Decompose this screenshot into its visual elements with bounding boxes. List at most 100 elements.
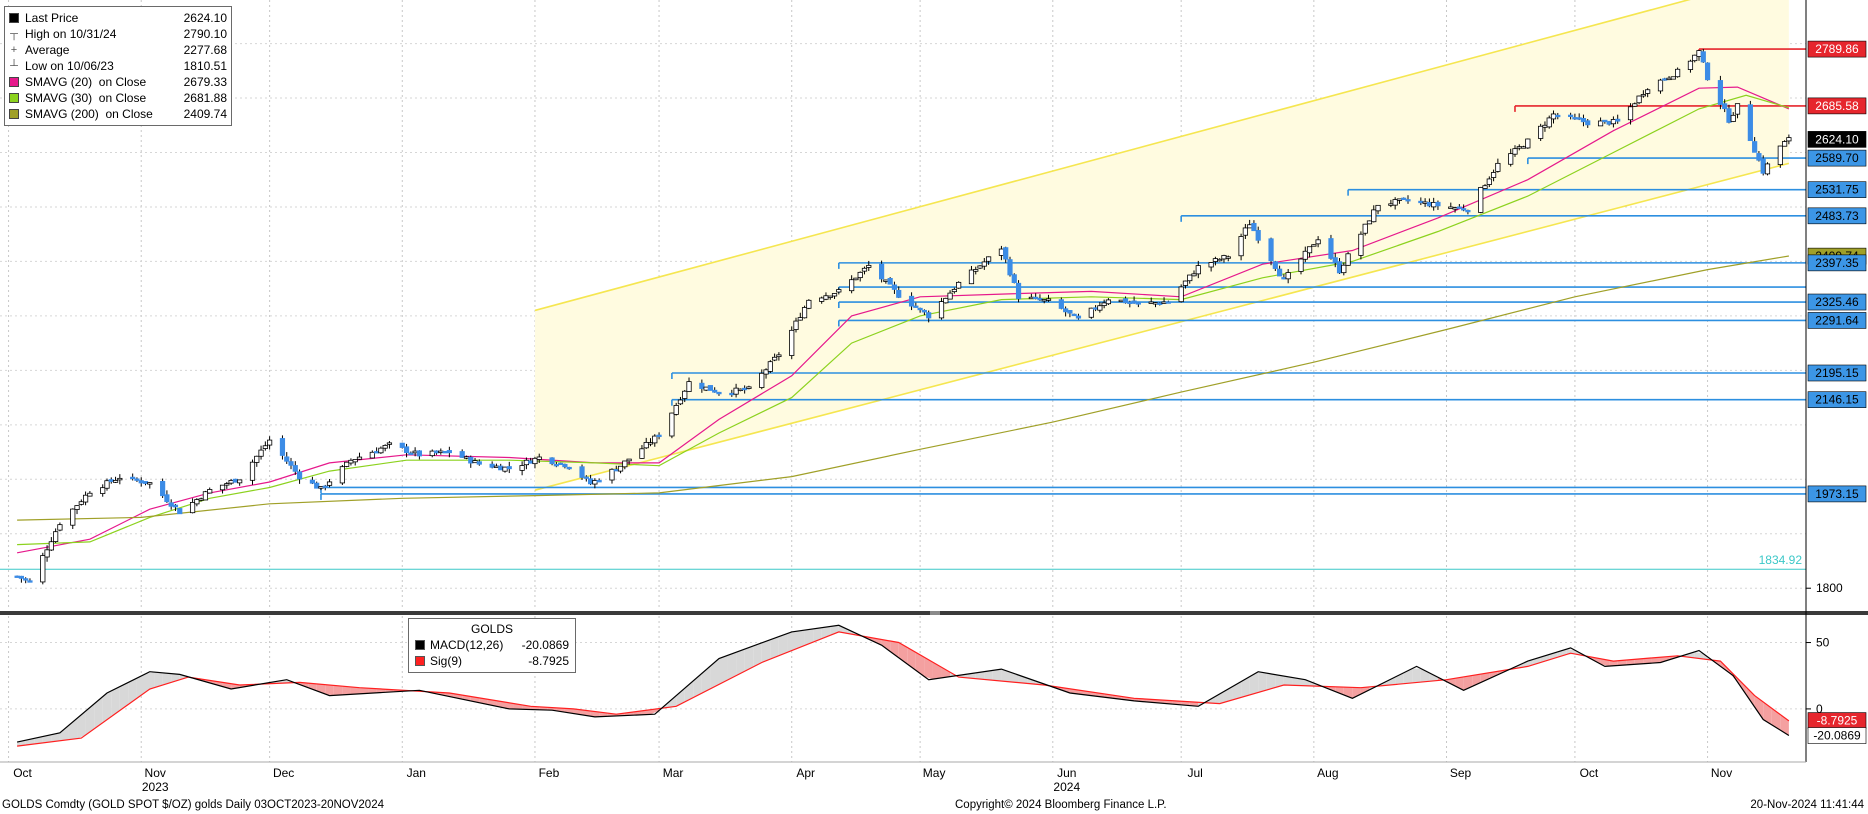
signal-legend-value: -8.7925 [528, 654, 569, 668]
macd-histogram-segment [667, 695, 677, 708]
level-value-tag-box [1807, 364, 1867, 382]
last-price-tag: 2624.10 [1815, 132, 1859, 146]
candle-body [1418, 200, 1424, 204]
candle-body [284, 456, 290, 462]
candle-body [1345, 253, 1351, 266]
candle-body [703, 386, 709, 391]
candle-body [1157, 302, 1163, 305]
legend-value: 2409.74 [183, 107, 227, 121]
candle-body [493, 465, 500, 468]
candle-body [1122, 298, 1129, 304]
candle-body [228, 480, 234, 484]
macd-histogram-segment [368, 688, 377, 694]
level-value-tag: 2789.86 [1815, 42, 1859, 56]
candle-body [1255, 230, 1261, 241]
legend-value: 2624.10 [183, 11, 227, 25]
candle-body [763, 369, 769, 375]
candle-body [973, 269, 979, 272]
macd-histogram-segment [1480, 672, 1490, 683]
legend-swatch [9, 13, 19, 23]
candle-body [1187, 274, 1193, 282]
candle-body [1071, 313, 1077, 317]
macd-histogram-segment [830, 625, 839, 636]
candle-body [1358, 233, 1364, 256]
candle-body [951, 288, 957, 293]
macd-histogram-segment [907, 647, 916, 671]
candle-body [429, 450, 435, 457]
last-price-tag-box [1807, 131, 1867, 148]
legend-swatch [9, 109, 19, 119]
macd-histogram-segment [154, 672, 163, 688]
macd-histogram-segment [1249, 671, 1259, 695]
level-lines: 1834.92 [0, 48, 1806, 570]
candle-body [237, 479, 243, 484]
macd-histogram-segment [51, 732, 60, 742]
macd-histogram-segment [1634, 658, 1644, 665]
candle-body [1375, 204, 1381, 212]
candle-body [729, 392, 735, 396]
price-candles [14, 48, 1792, 585]
candle-body [896, 289, 902, 298]
candle-body [348, 459, 354, 464]
candle-body [254, 455, 260, 463]
candle-body [23, 578, 29, 581]
candle-body [793, 320, 799, 330]
x-year-label: 2023 [142, 780, 169, 794]
macd-line [16, 624, 1790, 743]
macd-histogram-segment [941, 667, 951, 678]
signal-legend-label: Sig(9) [430, 654, 463, 668]
candle-body [194, 499, 200, 505]
low-reference-label: 1834.92 [1759, 553, 1803, 567]
candle-body [1752, 141, 1758, 153]
candle-body [314, 482, 320, 489]
candle-body [1161, 301, 1167, 304]
candle-body [536, 456, 542, 460]
candle-body [891, 284, 898, 290]
candle-body [1478, 187, 1484, 213]
candle-body [1182, 280, 1189, 286]
candle-body [887, 278, 893, 285]
macd-histogram-segment [222, 682, 232, 689]
candle-body [1041, 299, 1047, 302]
candle-body [1568, 114, 1574, 117]
candle-body [1662, 78, 1668, 81]
candle-body [737, 388, 743, 391]
candle-body [707, 385, 714, 391]
candle-body [378, 447, 384, 454]
candle-body [382, 445, 388, 449]
candle-body [1546, 117, 1552, 128]
x-tick-label: Oct [1580, 766, 1599, 780]
candle-body [789, 329, 795, 356]
macd-histogram-segment [1241, 676, 1250, 698]
level-value-tag: 2531.75 [1815, 183, 1859, 197]
candle-body [1627, 106, 1634, 121]
candle-body [686, 381, 692, 392]
macd-histogram-segment [308, 683, 317, 691]
candle-body [849, 279, 855, 292]
macd-histogram-segment [145, 672, 155, 693]
candle-body [759, 372, 765, 388]
macd-histogram-segment [984, 670, 993, 681]
legend-label: SMAVG (20) on Close [25, 75, 147, 89]
macd-histogram-segment [179, 674, 189, 680]
level-value-tag: 2589.70 [1815, 151, 1859, 165]
footer-security-info: GOLDS Comdty (GOLD SPOT $/OZ) golds Dail… [2, 799, 384, 811]
candle-body [1003, 247, 1009, 260]
candle-body [857, 271, 863, 279]
candle-body [408, 452, 414, 455]
level-value-tag-box [1807, 293, 1867, 311]
candle-body [613, 469, 619, 472]
macd-histogram-segment [1617, 660, 1627, 666]
candle-body [1302, 250, 1308, 260]
candle-body [1208, 262, 1214, 268]
macd-histogram-segment [94, 696, 103, 729]
legend-row: ┴ Low on 10/06/23 1810.51 [9, 58, 227, 74]
candle-body [147, 482, 153, 485]
candle-body [1550, 113, 1557, 120]
legend-label: Low on 10/06/23 [25, 59, 114, 73]
candle-body [399, 442, 405, 448]
candle-body [1756, 153, 1762, 161]
candle-body [1328, 238, 1334, 259]
y-tick-label: 0 [1816, 702, 1823, 716]
candle-body [1486, 178, 1492, 185]
